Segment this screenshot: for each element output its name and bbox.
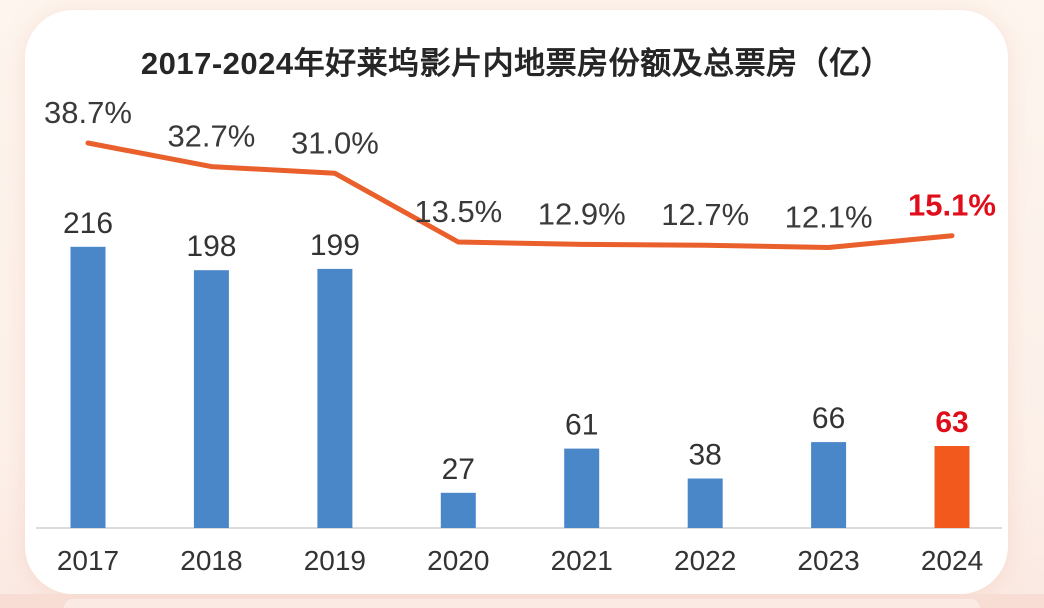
bar-label-2021: 61	[565, 409, 598, 442]
chart-card: 2017-2024年好莱坞影片内地票房份额及总票房（亿）	[25, 10, 1008, 594]
bar-2022	[687, 478, 723, 528]
percent-label-2019: 31.0%	[291, 125, 379, 160]
next-card-top-edge	[64, 599, 980, 608]
x-tick-2021: 2021	[551, 545, 613, 576]
percent-label-2020: 13.5%	[414, 194, 502, 229]
bar-label-2024: 63	[935, 406, 968, 439]
bar-label-2022: 38	[688, 439, 721, 472]
bar-label-2018: 198	[186, 230, 236, 263]
x-tick-2020: 2020	[427, 545, 489, 576]
x-tick-2022: 2022	[674, 545, 736, 576]
chart-title: 2017-2024年好莱坞影片内地票房份额及总票房（亿）	[140, 46, 893, 81]
percent-label-2023: 12.1%	[785, 200, 873, 235]
bar-label-2023: 66	[812, 402, 845, 435]
x-tick-2017: 2017	[57, 545, 119, 576]
percent-label-2024: 15.1%	[908, 188, 996, 223]
bar-label-2020: 27	[442, 453, 475, 486]
bar-2020	[440, 492, 476, 528]
bar-2019	[317, 268, 353, 528]
bar-2021	[564, 448, 600, 528]
bar-2017	[70, 246, 106, 529]
percent-label-2018: 32.7%	[167, 119, 255, 154]
x-tick-2023: 2023	[797, 545, 859, 576]
x-tick-2019: 2019	[304, 545, 366, 576]
percent-label-2022: 12.7%	[661, 197, 749, 232]
bar-label-2019: 199	[310, 229, 360, 262]
x-tick-2018: 2018	[180, 545, 242, 576]
share-line	[85, 140, 955, 250]
percent-label-2017: 38.7%	[44, 95, 132, 130]
x-tick-2024: 2024	[921, 545, 983, 576]
bar-2023	[811, 442, 847, 528]
bar-2018	[193, 270, 229, 528]
bar-label-2017: 216	[63, 207, 113, 240]
percent-label-2021: 12.9%	[538, 196, 626, 231]
bar-2024	[934, 446, 970, 528]
